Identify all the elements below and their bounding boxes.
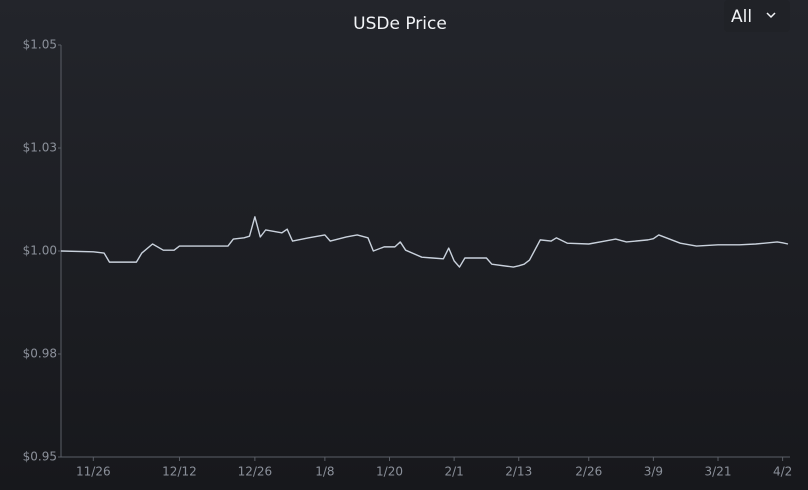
- chevron-icon: [766, 12, 776, 19]
- x-tick-label: 11/26: [76, 465, 111, 479]
- price-line: [60, 216, 789, 268]
- x-tick-label: 2/26: [575, 465, 602, 479]
- y-tick-label: $0.95: [23, 450, 57, 464]
- range-selector-label[interactable]: All: [731, 7, 752, 27]
- y-tick-label: $1.05: [23, 38, 57, 52]
- x-tick-label: 1/20: [376, 465, 403, 479]
- y-tick-label: $1.03: [23, 141, 57, 155]
- y-tick-label: $0.98: [23, 347, 57, 361]
- x-tick-label: 3/9: [644, 465, 663, 479]
- x-tick-label: 4/2: [773, 465, 792, 479]
- x-tick-label: 2/1: [444, 465, 463, 479]
- x-tick-label: 3/21: [705, 465, 732, 479]
- x-tick-label: 12/12: [162, 465, 197, 479]
- range-selector[interactable]: All: [724, 0, 790, 32]
- x-tick-label: 1/8: [315, 465, 334, 479]
- range-selector-box[interactable]: [724, 0, 790, 32]
- x-tick-label: 12/26: [238, 465, 273, 479]
- chart-title: USDe Price: [353, 14, 447, 34]
- y-tick-label: $1.00: [23, 244, 57, 258]
- x-tick-label: 2/13: [505, 465, 532, 479]
